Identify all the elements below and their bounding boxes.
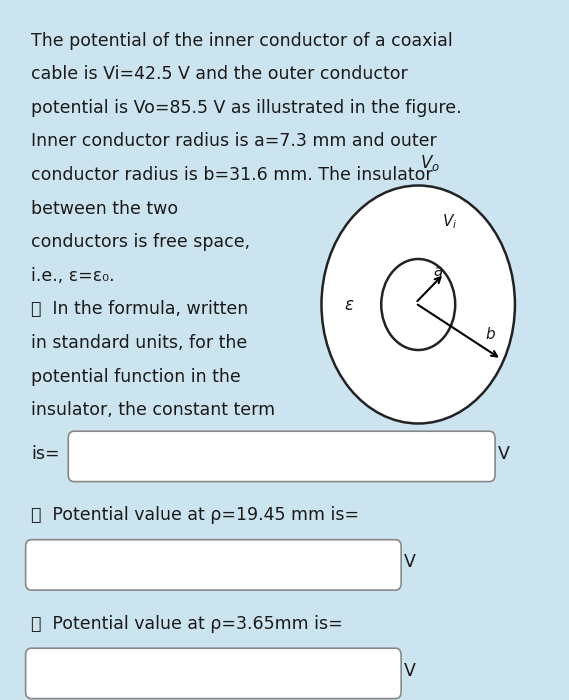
Text: cable is Vi=42.5 V and the outer conductor: cable is Vi=42.5 V and the outer conduct… — [31, 65, 408, 83]
Text: between the two: between the two — [31, 199, 179, 218]
Circle shape — [321, 186, 515, 424]
Text: Inner conductor radius is a=7.3 mm and outer: Inner conductor radius is a=7.3 mm and o… — [31, 132, 437, 150]
Text: $V_o$: $V_o$ — [419, 153, 440, 173]
Text: V: V — [404, 662, 416, 680]
Text: in standard units, for the: in standard units, for the — [31, 334, 248, 352]
FancyBboxPatch shape — [26, 540, 401, 590]
Text: The potential of the inner conductor of a coaxial: The potential of the inner conductor of … — [31, 32, 453, 50]
Text: potential is Vo=85.5 V as illustrated in the figure.: potential is Vo=85.5 V as illustrated in… — [31, 99, 462, 117]
Text: 👉  In the formula, written: 👉 In the formula, written — [31, 300, 249, 318]
Text: 👉  Potential value at ρ=3.65mm is=: 👉 Potential value at ρ=3.65mm is= — [31, 615, 343, 633]
Text: potential function in the: potential function in the — [31, 368, 241, 386]
Text: a: a — [434, 265, 443, 279]
Text: b: b — [486, 327, 496, 342]
Text: 👉  Potential value at ρ=19.45 mm is=: 👉 Potential value at ρ=19.45 mm is= — [31, 506, 360, 524]
Text: V: V — [404, 553, 416, 571]
Text: $V_i$: $V_i$ — [442, 212, 457, 231]
Text: is=: is= — [31, 444, 60, 463]
Text: insulator, the constant term: insulator, the constant term — [31, 401, 275, 419]
FancyBboxPatch shape — [26, 648, 401, 699]
Text: conductor radius is b=31.6 mm. The insulator: conductor radius is b=31.6 mm. The insul… — [31, 166, 433, 184]
FancyBboxPatch shape — [68, 431, 495, 482]
Text: ε: ε — [344, 295, 353, 314]
Text: V: V — [498, 444, 510, 463]
Text: conductors is free space,: conductors is free space, — [31, 233, 250, 251]
Circle shape — [381, 259, 455, 350]
Text: i.e., ε=ε₀.: i.e., ε=ε₀. — [31, 267, 115, 285]
